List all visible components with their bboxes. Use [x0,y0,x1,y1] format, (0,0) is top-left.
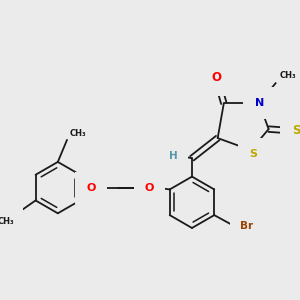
Text: S: S [292,124,300,137]
Text: O: O [86,183,95,193]
Text: N: N [255,98,264,108]
Text: CH₃: CH₃ [70,129,86,138]
Text: O: O [212,71,221,84]
Text: CH₃: CH₃ [279,71,296,80]
Text: O: O [145,183,154,193]
Text: CH₃: CH₃ [0,217,14,226]
Text: Br: Br [240,221,253,231]
Text: H: H [169,152,178,161]
Text: S: S [249,149,257,159]
